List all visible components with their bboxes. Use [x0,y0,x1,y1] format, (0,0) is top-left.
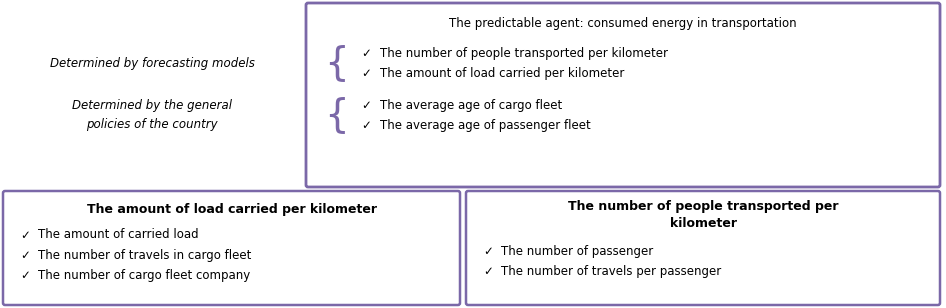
Text: The number of travels per passenger: The number of travels per passenger [501,265,721,278]
Text: The average age of passenger fleet: The average age of passenger fleet [380,119,590,132]
Text: {: { [324,44,348,82]
Text: The number of travels in cargo fleet: The number of travels in cargo fleet [38,249,252,261]
Text: The amount of carried load: The amount of carried load [38,229,199,241]
FancyBboxPatch shape [306,3,940,187]
Text: The number of people transported per
kilometer: The number of people transported per kil… [568,200,838,230]
Text: ✓: ✓ [20,229,30,241]
Text: ✓: ✓ [483,245,493,257]
Text: ✓: ✓ [20,269,30,282]
Text: Determined by the general
policies of the country: Determined by the general policies of th… [72,99,232,131]
Text: The amount of load carried per kilometer: The amount of load carried per kilometer [86,202,377,216]
Text: {: { [324,96,348,134]
Text: ✓: ✓ [361,47,371,59]
Text: The number of people transported per kilometer: The number of people transported per kil… [380,47,668,59]
Text: The average age of cargo fleet: The average age of cargo fleet [380,99,562,111]
Text: ✓: ✓ [361,67,371,79]
Text: The number of cargo fleet company: The number of cargo fleet company [38,269,251,282]
Text: ✓: ✓ [361,119,371,132]
Text: The predictable agent: consumed energy in transportation: The predictable agent: consumed energy i… [449,17,797,30]
Text: Determined by forecasting models: Determined by forecasting models [49,56,254,70]
Text: ✓: ✓ [361,99,371,111]
Text: The number of passenger: The number of passenger [501,245,654,257]
Text: ✓: ✓ [20,249,30,261]
Text: The amount of load carried per kilometer: The amount of load carried per kilometer [380,67,624,79]
Text: ✓: ✓ [483,265,493,278]
FancyBboxPatch shape [466,191,940,305]
FancyBboxPatch shape [3,191,460,305]
